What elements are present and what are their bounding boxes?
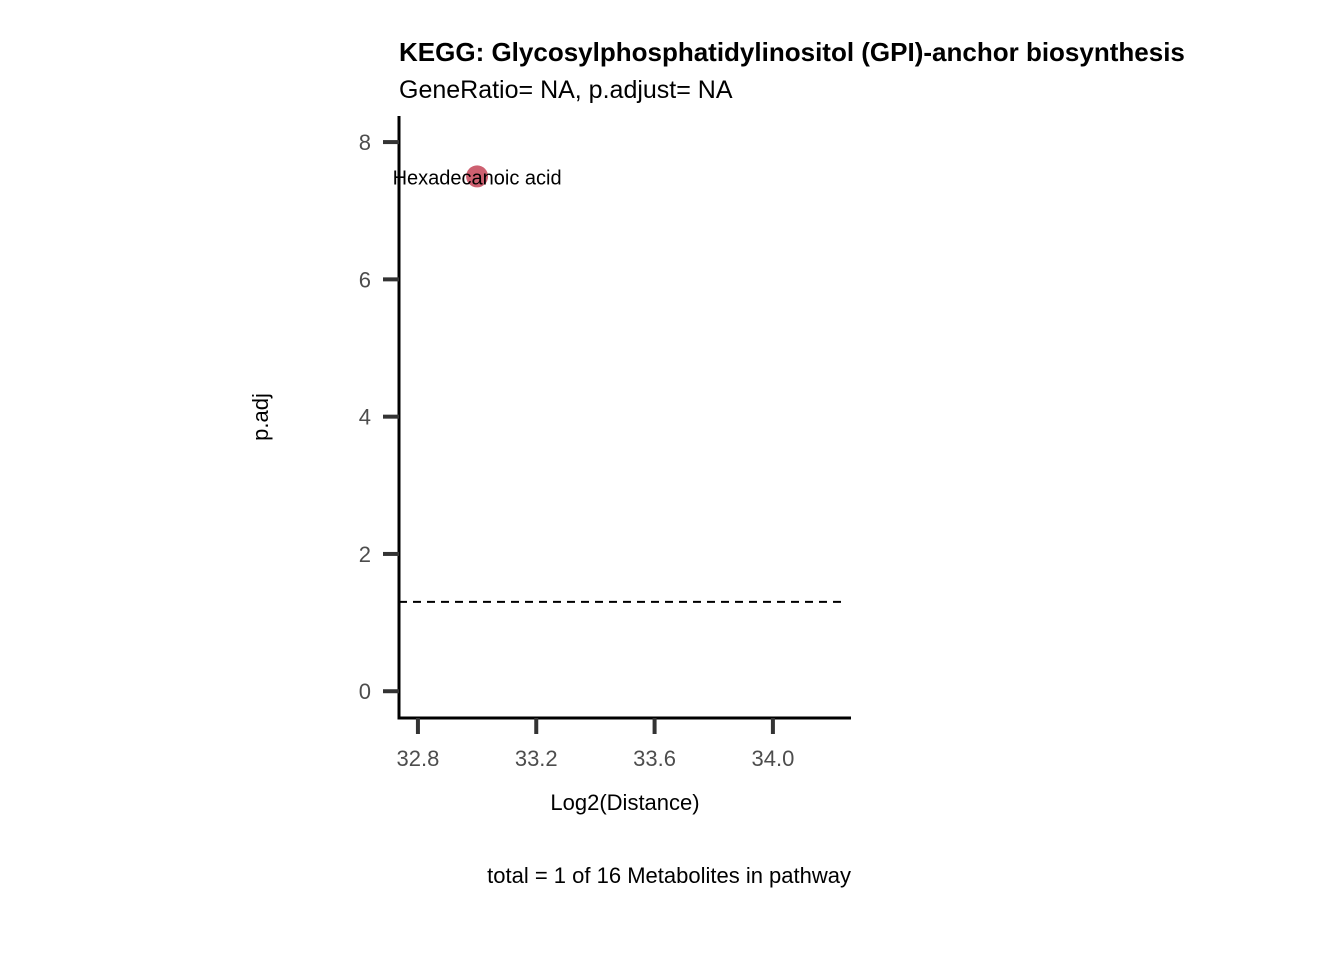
chart-caption: total = 1 of 16 Metabolites in pathway [487, 863, 851, 888]
point-label: Hexadecanoic acid [393, 167, 562, 189]
chart-subtitle: GeneRatio= NA, p.adjust= NA [399, 76, 733, 104]
x-tick-label: 33.2 [515, 746, 558, 771]
y-tick-label: 2 [359, 542, 371, 567]
y-tick-label: 4 [359, 405, 371, 430]
y-axis-label: p.adj [248, 393, 273, 441]
x-tick-label: 33.6 [633, 746, 676, 771]
y-tick-label: 6 [359, 267, 371, 292]
chart-title: KEGG: Glycosylphosphatidylinositol (GPI)… [399, 37, 1185, 67]
y-tick-label: 8 [359, 130, 371, 155]
data-point [466, 165, 489, 188]
y-tick-label: 0 [359, 679, 371, 704]
x-tick-label: 34.0 [751, 746, 794, 771]
x-tick-label: 32.8 [397, 746, 440, 771]
x-axis-label: Log2(Distance) [550, 790, 699, 815]
